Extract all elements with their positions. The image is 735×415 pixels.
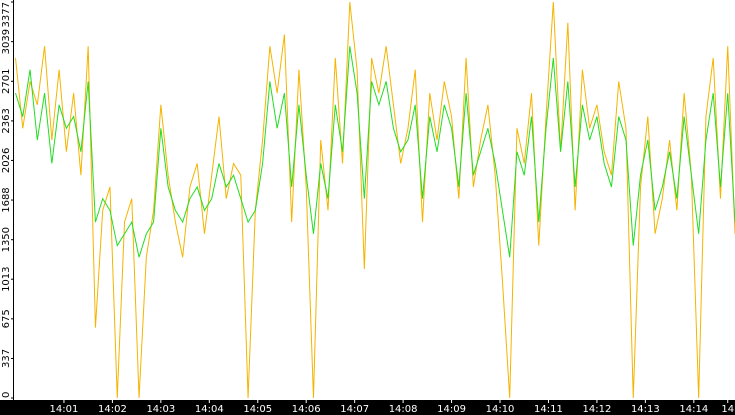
x-tick-label: 14:10 (486, 404, 515, 415)
x-tick-label: 14:02 (98, 404, 127, 415)
y-tick-label: 0 (1, 392, 12, 398)
y-tick-label: 675 (1, 309, 12, 328)
y-tick-label: 3377 (1, 2, 12, 27)
x-tick-label: 14:04 (195, 404, 224, 415)
y-tick-label: 2026 (1, 148, 12, 173)
series-line (15, 46, 735, 258)
y-tick-label: 337 (1, 349, 12, 368)
x-tick-label: 14:09 (437, 404, 466, 415)
y-tick-label: 1350 (1, 227, 12, 252)
x-tick-label: 14:08 (389, 404, 418, 415)
x-tick-label: 14:01 (50, 404, 79, 415)
x-tick-label: 14:07 (340, 404, 369, 415)
x-tick-label: 14:06 (292, 404, 321, 415)
x-tick-label: 14:05 (243, 404, 272, 415)
x-tick-label: 14:12 (583, 404, 612, 415)
y-tick-label: 2363 (1, 108, 12, 133)
x-tick-label: 14:14 (679, 404, 708, 415)
y-tick-label: 1688 (1, 187, 12, 212)
x-tick-label: 14:03 (146, 404, 175, 415)
x-tick-label: 14:13 (631, 404, 660, 415)
series-line (15, 1, 735, 399)
y-tick-label: 1013 (1, 266, 12, 291)
x-tick-label: 14:11 (534, 404, 563, 415)
y-tick-label: 2701 (1, 69, 12, 94)
y-tick-label: 3039 (1, 29, 12, 54)
x-tick-label: 14 (721, 404, 734, 415)
x-axis-bar (0, 400, 735, 415)
